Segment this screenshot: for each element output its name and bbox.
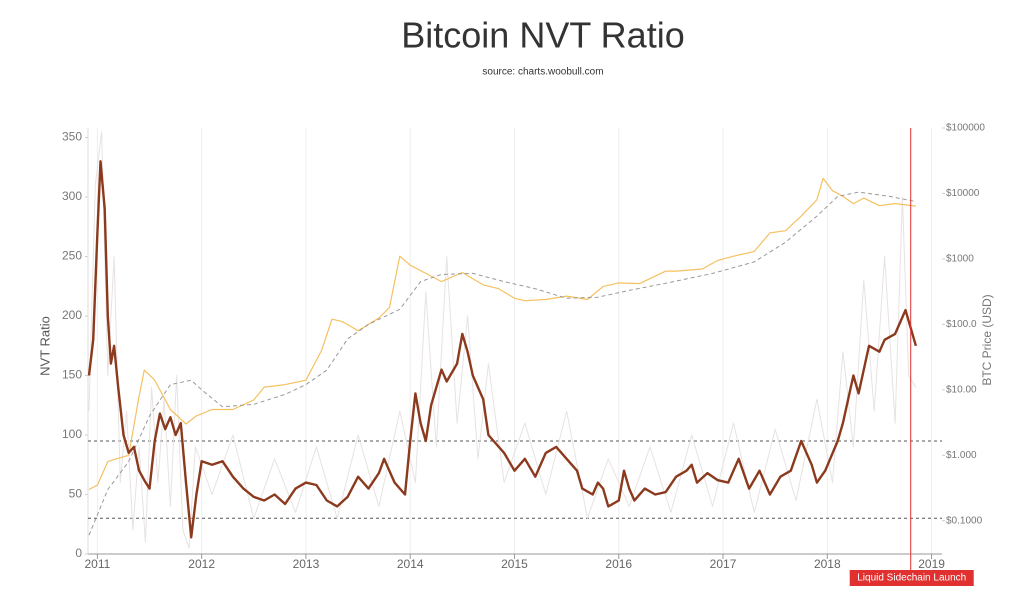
x-tick-label: 2017 — [710, 557, 737, 571]
y2-tick-label: $0.1000 — [946, 515, 983, 526]
y-axis-label: NVT Ratio — [37, 316, 52, 376]
y-tick-label: 0 — [75, 546, 82, 560]
y-tick-label: 100 — [62, 427, 82, 441]
x-tick-label: 2018 — [814, 557, 841, 571]
y-tick-label: 250 — [62, 249, 82, 263]
x-tick-label: 2015 — [501, 557, 528, 571]
y-tick-label: 200 — [62, 308, 82, 322]
y-tick-label: 300 — [62, 189, 82, 203]
x-tick-label: 2019 — [918, 557, 945, 571]
y2-tick-label: $100000 — [946, 123, 985, 134]
y2-tick-label: $1000 — [946, 254, 974, 265]
y-tick-label: 150 — [62, 368, 82, 382]
series-line — [87, 160, 918, 539]
chart-subtitle: source: charts.woobull.com — [482, 67, 603, 78]
x-tick-label: 2016 — [605, 557, 632, 571]
series-line — [88, 191, 916, 536]
y2-tick-label: $10000 — [946, 188, 980, 199]
y-tick-label: 350 — [62, 130, 82, 144]
y2-tick-label: $100.0 — [946, 319, 977, 330]
y-tick-label: 50 — [69, 487, 83, 501]
annotation-text: Liquid Sidechain Launch — [857, 573, 966, 584]
series-line — [88, 131, 917, 549]
y2-tick-label: $1.000 — [946, 450, 977, 461]
y2-tick-label: $10.00 — [946, 384, 977, 395]
x-tick-label: 2013 — [293, 557, 320, 571]
x-tick-label: 2014 — [397, 557, 424, 571]
x-tick-label: 2011 — [84, 557, 110, 571]
annotation-box — [849, 570, 974, 586]
series-line — [88, 177, 916, 491]
chart-title: Bitcoin NVT Ratio — [401, 15, 684, 56]
y2-axis-label: BTC Price (USD) — [980, 294, 994, 385]
x-tick-label: 2012 — [188, 557, 215, 571]
